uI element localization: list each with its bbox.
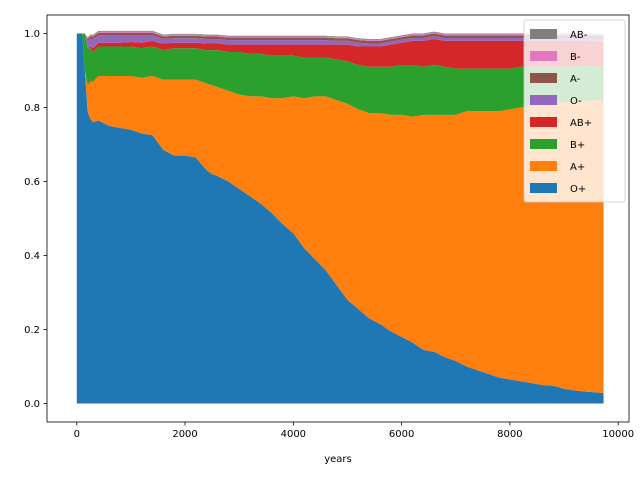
legend-label: O-: [570, 96, 582, 107]
legend-swatch: [530, 95, 557, 105]
y-tick-label: 0.4: [24, 251, 40, 262]
legend-swatch: [530, 117, 557, 127]
legend-swatch: [530, 161, 557, 171]
y-tick-label: 0.0: [24, 399, 40, 410]
legend-label: O+: [570, 184, 586, 195]
area-series-group: [76, 30, 604, 404]
legend-swatch: [530, 183, 557, 193]
legend-label: B+: [570, 140, 585, 151]
legend-label: A+: [570, 162, 585, 173]
x-tick-label: 4000: [281, 429, 306, 440]
legend-label: A-: [570, 74, 581, 85]
area-series-ab-pos: [76, 33, 604, 69]
legend-swatch: [530, 51, 557, 61]
legend: AB- B- A- O- AB+ B+ A+ O+: [523, 19, 626, 203]
x-axis-label: years: [324, 454, 352, 465]
area-series-a-neg: [76, 32, 604, 44]
x-tick-label: 2000: [172, 429, 197, 440]
x-tick-label: 0: [74, 429, 80, 440]
area-series-o-pos: [76, 33, 604, 404]
y-axis: 0.0 0.2 0.4 0.6 0.8 1.0: [24, 29, 47, 410]
legend-label: AB-: [570, 30, 588, 41]
x-axis: 0 2000 4000 6000 8000 10000: [74, 422, 634, 440]
y-tick-label: 1.0: [24, 29, 40, 40]
x-tick-label: 10000: [602, 429, 634, 440]
plot-frame: [46, 14, 630, 423]
legend-frame: [523, 19, 626, 203]
y-tick-label: 0.2: [24, 325, 40, 336]
y-tick-label: 0.6: [24, 177, 40, 188]
legend-label: AB+: [570, 118, 592, 129]
area-series-a-pos: [76, 33, 604, 394]
legend-swatch: [530, 139, 557, 149]
x-tick-label: 6000: [389, 429, 414, 440]
legend-label: B-: [570, 52, 581, 63]
area-series-b-pos: [76, 33, 604, 117]
x-tick-label: 8000: [497, 429, 522, 440]
y-tick-label: 0.8: [24, 103, 40, 114]
legend-swatch: [530, 73, 557, 83]
legend-swatch: [530, 29, 557, 39]
area-series-b-neg: [76, 31, 604, 41]
